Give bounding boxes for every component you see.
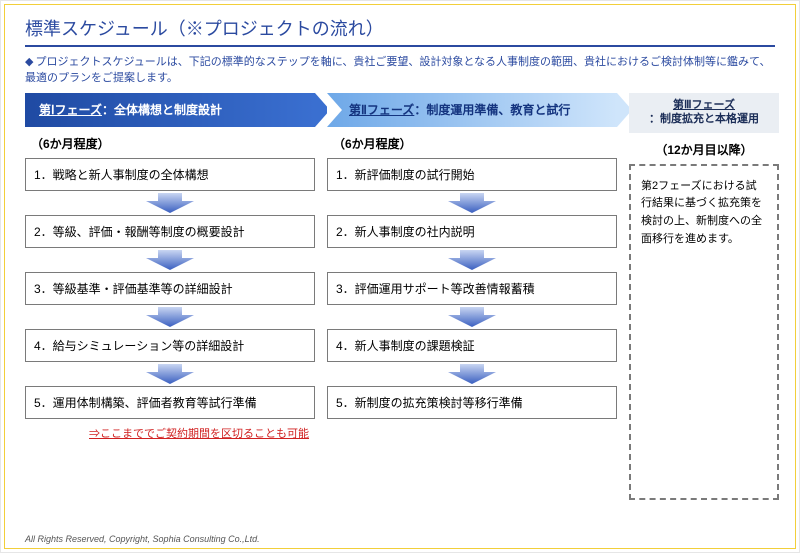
phase2-step-1: 1．新評価制度の試行開始 <box>327 158 617 191</box>
phase1-note: ⇒ここまででご契約期間を区切ることも可能 <box>25 425 315 441</box>
bullet-diamond-icon: ◆ <box>25 56 35 68</box>
phase1-header-chevron: 第Ⅰフェーズ：全体構想と制度設計 <box>25 93 315 127</box>
phase-2: 第Ⅱフェーズ：制度運用準備、教育と試行 （6か月程度） 1．新評価制度の試行開始… <box>327 93 617 419</box>
phase2-step-4: 4．新人事制度の課題検証 <box>327 329 617 362</box>
phase2-step-5: 5．新制度の拡充策検討等移行準備 <box>327 386 617 419</box>
phase2-duration: （6か月程度） <box>333 135 617 152</box>
phase1-step-5: 5．運用体制構築、評価者教育等試行準備 <box>25 386 315 419</box>
phase3-body-box: 第2フェーズにおける試行結果に基づく拡充策を検討の上、新制度への全面移行を進めま… <box>629 164 779 500</box>
arrow-down-icon <box>327 305 617 329</box>
phase2-step-3: 3．評価運用サポート等改善情報蓄積 <box>327 272 617 305</box>
title-bar: 標準スケジュール（※プロジェクトの流れ） <box>25 15 775 47</box>
phases-row: 第Ⅰフェーズ：全体構想と制度設計 （6か月程度） 1．戦略と新人事制度の全体構想… <box>25 93 775 500</box>
arrow-down-icon <box>25 305 315 329</box>
phase2-header-prefix: 第Ⅱフェーズ <box>349 103 414 117</box>
phase3-header-line2: ：制度拡充と本格運用 <box>649 113 759 127</box>
phase-3: 第Ⅲフェーズ ：制度拡充と本格運用 （12か月目以降） 第2フェーズにおける試行… <box>629 93 779 500</box>
phase3-duration: （12か月目以降） <box>629 141 779 158</box>
intro-text: プロジェクトスケジュールは、下記の標準的なステップを軸に、貴社ご要望、設計対象と… <box>25 56 770 84</box>
phase3-header-line1: 第Ⅲフェーズ <box>673 99 735 113</box>
footer-copyright: All Rights Reserved, Copyright, Sophia C… <box>25 534 260 544</box>
phase3-header: 第Ⅲフェーズ ：制度拡充と本格運用 <box>629 93 779 133</box>
phase-1: 第Ⅰフェーズ：全体構想と制度設計 （6か月程度） 1．戦略と新人事制度の全体構想… <box>25 93 315 441</box>
arrow-down-icon <box>327 191 617 215</box>
phase2-header-chevron: 第Ⅱフェーズ：制度運用準備、教育と試行 <box>327 93 617 127</box>
phase1-header-rest: ：全体構想と制度設計 <box>102 103 222 117</box>
phase1-duration: （6か月程度） <box>31 135 315 152</box>
phase2-header-rest: ：制度運用準備、教育と試行 <box>414 103 570 117</box>
phase1-header-prefix: 第Ⅰフェーズ <box>39 103 102 117</box>
phase2-step-2: 2．新人事制度の社内説明 <box>327 215 617 248</box>
page-title: 標準スケジュール（※プロジェクトの流れ） <box>25 15 775 41</box>
arrow-down-icon <box>25 248 315 272</box>
intro-block: ◆プロジェクトスケジュールは、下記の標準的なステップを軸に、貴社ご要望、設計対象… <box>25 55 775 87</box>
arrow-down-icon <box>25 362 315 386</box>
arrow-down-icon <box>327 248 617 272</box>
phase3-body: 第2フェーズにおける試行結果に基づく拡充策を検討の上、新制度への全面移行を進めま… <box>641 180 762 245</box>
phase1-step-1: 1．戦略と新人事制度の全体構想 <box>25 158 315 191</box>
phase1-step-2: 2．等級、評価・報酬等制度の概要設計 <box>25 215 315 248</box>
arrow-down-icon <box>327 362 617 386</box>
phase1-step-3: 3．等級基準・評価基準等の詳細設計 <box>25 272 315 305</box>
arrow-down-icon <box>25 191 315 215</box>
phase1-step-4: 4．給与シミュレーション等の詳細設計 <box>25 329 315 362</box>
